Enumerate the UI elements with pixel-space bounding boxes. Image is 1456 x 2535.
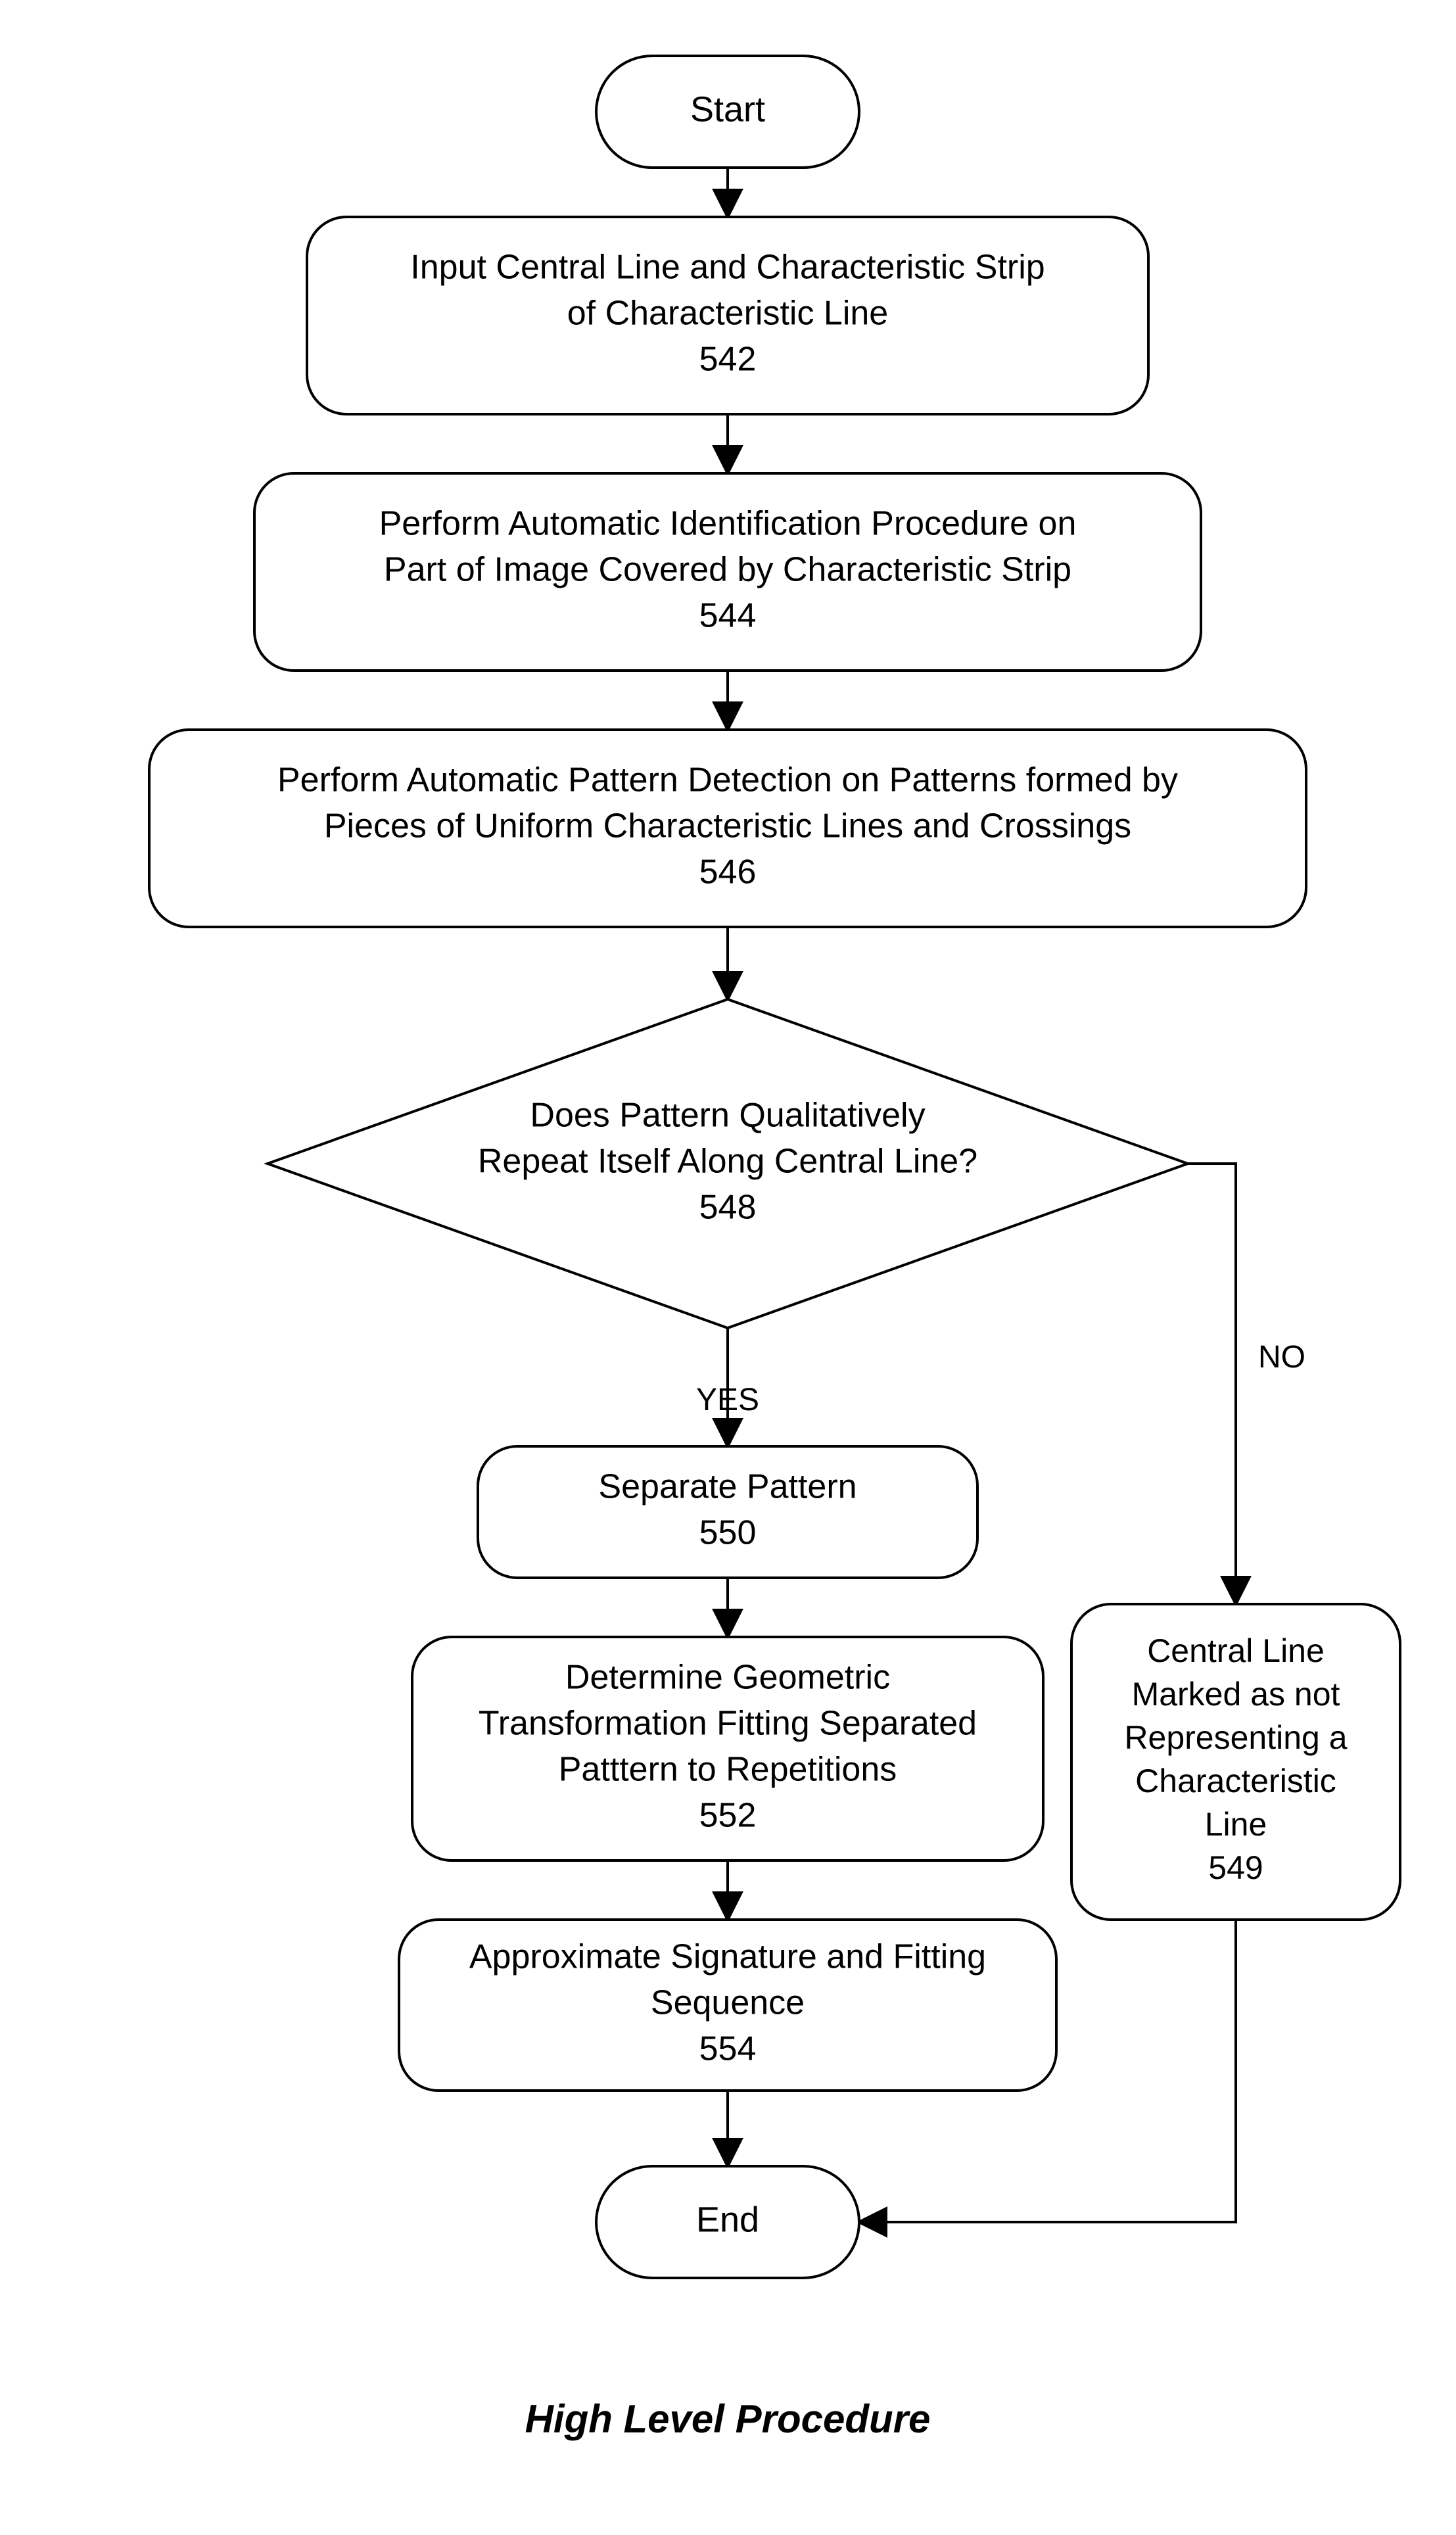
node-text: 549 [1208,1849,1263,1886]
edge-label: NO [1258,1340,1305,1375]
node-text: Perform Automatic Pattern Detection on P… [277,761,1178,799]
node-text: Patttern to Repetitions [559,1751,897,1789]
node-text: Separate Pattern [598,1468,857,1506]
node-text: 542 [699,341,757,379]
node-text: Sequence [651,1984,805,2022]
caption: High Level Procedure [525,2397,931,2441]
node-text: Pieces of Uniform Characteristic Lines a… [324,807,1131,845]
node-text: Determine Geometric [565,1659,890,1697]
node-text: Approximate Signature and Fitting [469,1938,986,1976]
node-text: Central Line [1147,1632,1325,1669]
node-text: End [696,2200,759,2239]
node-n542: Input Central Line and Characteristic St… [307,217,1148,414]
node-end: End [596,2166,859,2278]
node-text: 546 [699,853,757,891]
node-text: 550 [699,1514,757,1552]
node-text: of Characteristic Line [567,295,888,333]
node-text: Line [1205,1806,1267,1843]
node-text: Representing a [1124,1719,1347,1756]
node-text: 552 [699,1797,757,1835]
node-n544: Perform Automatic Identification Procedu… [254,473,1201,671]
node-text: Characteristic [1135,1763,1336,1799]
node-text: Perform Automatic Identification Procedu… [379,505,1077,543]
node-text: 548 [699,1189,757,1227]
node-text: 544 [699,597,757,635]
node-n550: Separate Pattern 550 [478,1446,977,1578]
node-text: 554 [699,2030,757,2068]
node-text: Transformation Fitting Separated [479,1705,977,1743]
node-text: Does Pattern Qualitatively [530,1097,925,1135]
node-n552: Determine Geometric Transformation Fittin… [412,1637,1043,1860]
node-n549: Central Line Marked as not Representing a C… [1071,1604,1400,1920]
node-n554: Approximate Signature and Fitting Sequenc… [399,1920,1056,2091]
node-text: Part of Image Covered by Characteristic … [384,551,1071,589]
node-text: Marked as not [1132,1676,1340,1713]
edge-label: YES [696,1383,759,1417]
node-n546: Perform Automatic Pattern Detection on P… [149,730,1306,927]
node-start: Start [596,56,859,168]
node-text: Start [690,89,765,129]
node-text: Input Central Line and Characteristic St… [410,249,1045,287]
node-text: Repeat Itself Along Central Line? [478,1143,977,1181]
